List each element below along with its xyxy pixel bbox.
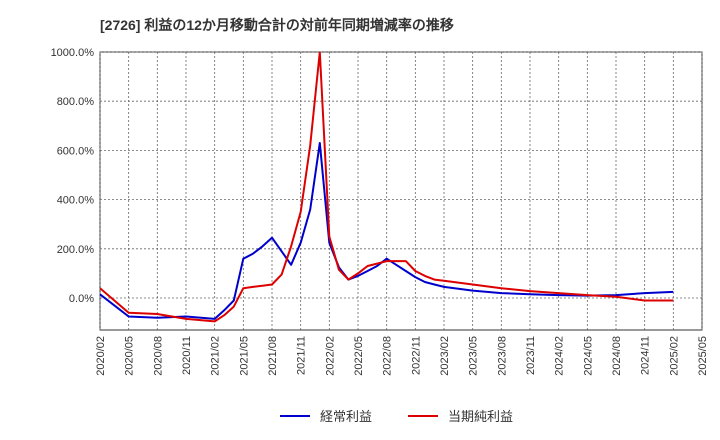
y-tick-label: 200.0% [57,244,95,256]
x-tick-label: 2023/05 [468,336,480,376]
x-tick-label: 2023/02 [439,336,451,376]
x-tick-label: 2025/02 [668,336,680,376]
grid-lines [99,51,703,330]
x-tick-label: 2024/05 [582,336,594,376]
x-tick-label: 2020/08 [152,336,164,376]
y-tick-label: 0.0% [69,293,94,305]
x-tick-label: 2020/02 [95,336,107,376]
plot-area [99,51,703,331]
x-tick-label: 2021/11 [296,336,308,375]
x-tick-label: 2022/08 [382,336,394,376]
series-group [100,52,674,323]
x-tick-label: 2023/11 [525,336,537,375]
legend-label: 経常利益 [320,409,372,424]
x-tick-label: 2021/05 [238,336,250,376]
x-tick-label: 2020/11 [181,336,193,375]
x-tick-label: 2021/08 [267,336,279,376]
y-tick-label: 1000.0% [51,47,95,59]
y-tick-label: 800.0% [57,96,95,108]
x-axis: 2020/02 2020/05 2020/08 2020/11 2021/02 2021/… [95,336,709,376]
series-line-2 [100,52,674,323]
x-tick-label: 2020/05 [124,336,136,376]
chart-title: [2726] 利益の12か月移動合計の対前年同期増減率の推移 [100,17,454,33]
x-tick-label: 2021/02 [210,336,222,376]
legend: 経常利益 当期純利益 [280,409,513,424]
y-tick-label: 600.0% [57,145,95,157]
x-tick-label: 2024/11 [640,336,652,375]
x-tick-label: 2024/08 [611,336,623,376]
x-tick-label: 2024/02 [554,336,566,376]
x-tick-label: 2022/11 [410,336,422,375]
legend-label: 当期純利益 [448,409,513,424]
x-tick-label: 2022/05 [353,336,365,376]
y-axis: 0.0% 200.0% 400.0% 600.0% 800.0% 1000.0% [51,47,95,305]
x-tick-label: 2025/05 [697,336,709,376]
x-tick-label: 2022/02 [324,336,336,376]
y-tick-label: 400.0% [57,195,95,207]
x-tick-label: 2023/08 [496,336,508,376]
